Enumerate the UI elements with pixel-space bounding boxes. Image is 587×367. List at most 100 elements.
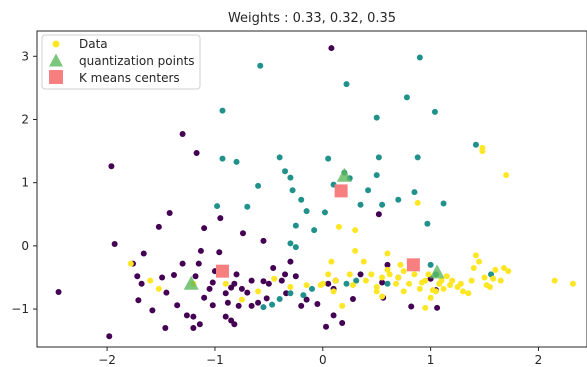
data-point: [490, 275, 497, 282]
data-point: [222, 290, 229, 297]
data-point: [248, 302, 255, 309]
data-point: [479, 144, 486, 151]
data-point: [379, 201, 386, 208]
data-point: [339, 319, 346, 326]
data-point: [360, 258, 367, 265]
data-point: [379, 279, 386, 286]
legend-data-marker: [52, 40, 60, 48]
data-point: [231, 321, 238, 328]
data-point: [260, 237, 267, 244]
data-point: [298, 302, 305, 309]
data-point: [457, 280, 464, 287]
kmeans-center: [215, 264, 229, 278]
y-tick-label: 0: [21, 239, 29, 253]
data-point: [427, 294, 434, 301]
data-point: [276, 154, 283, 161]
data-point: [192, 273, 199, 280]
data-point: [147, 277, 154, 284]
y-tick-label: 2: [21, 112, 29, 126]
data-point: [440, 285, 447, 292]
data-point: [174, 302, 181, 309]
data-point: [287, 240, 294, 247]
data-point: [224, 299, 231, 306]
data-point: [395, 196, 402, 203]
data-point: [134, 273, 141, 280]
data-point: [411, 189, 418, 196]
data-point: [335, 223, 342, 230]
data-point: [325, 271, 332, 278]
data-point: [492, 266, 499, 273]
data-point: [219, 155, 226, 162]
data-point: [222, 280, 229, 287]
data-point: [135, 297, 142, 304]
data-point: [481, 274, 488, 281]
data-point: [235, 302, 242, 309]
data-point: [472, 141, 479, 148]
data-point: [393, 280, 400, 287]
data-point: [449, 277, 456, 284]
data-point: [283, 290, 290, 297]
data-point: [196, 321, 203, 328]
data-point: [257, 62, 264, 69]
data-point: [414, 154, 421, 161]
data-point: [505, 268, 512, 275]
legend-quantization-marker: [49, 53, 63, 67]
data-point: [321, 209, 328, 216]
data-point: [233, 271, 240, 278]
legend-kmeans-marker: [49, 70, 63, 84]
data-point: [384, 280, 391, 287]
data-point: [330, 312, 337, 319]
data-point: [209, 302, 216, 309]
legend: Data quantization points K means centers: [41, 34, 201, 90]
data-point: [300, 292, 307, 299]
data-point: [468, 277, 475, 284]
legend-kmeans-label: K means centers: [79, 71, 180, 85]
data-point: [287, 258, 294, 265]
data-point: [406, 280, 413, 287]
data-point: [503, 172, 510, 179]
data-point: [472, 252, 479, 259]
data-point: [400, 288, 407, 295]
data-point: [395, 274, 402, 281]
data-point: [414, 199, 421, 206]
data-point: [244, 289, 251, 296]
data-point: [411, 271, 418, 278]
data-point: [486, 283, 493, 290]
data-point: [317, 282, 324, 289]
data-point: [140, 250, 147, 257]
data-point: [365, 187, 372, 194]
data-point: [569, 280, 576, 287]
data-point: [379, 274, 386, 281]
data-point: [303, 282, 310, 289]
data-point: [193, 149, 200, 156]
kmeans-center: [334, 184, 348, 198]
data-point: [263, 295, 270, 302]
data-point: [443, 273, 450, 280]
data-point: [231, 280, 238, 287]
data-point: [278, 277, 285, 284]
data-point: [292, 222, 299, 229]
data-point: [149, 307, 156, 314]
data-point: [346, 271, 353, 278]
data-point: [269, 301, 276, 308]
data-point: [438, 277, 445, 284]
data-point: [179, 260, 186, 267]
data-point: [352, 227, 359, 234]
x-tick-label: 2: [535, 353, 543, 367]
data-point: [343, 81, 350, 88]
data-point: [287, 290, 294, 297]
data-point: [289, 187, 296, 194]
data-point: [422, 304, 429, 311]
data-point: [271, 275, 278, 282]
data-point: [384, 250, 391, 257]
data-point: [255, 182, 262, 189]
data-point: [155, 223, 162, 230]
data-point: [292, 244, 299, 251]
data-point: [201, 225, 208, 232]
data-point: [379, 293, 386, 300]
data-point: [427, 261, 434, 268]
data-point: [238, 285, 245, 292]
data-point: [127, 260, 134, 267]
y-tick-label: −1: [11, 302, 29, 316]
